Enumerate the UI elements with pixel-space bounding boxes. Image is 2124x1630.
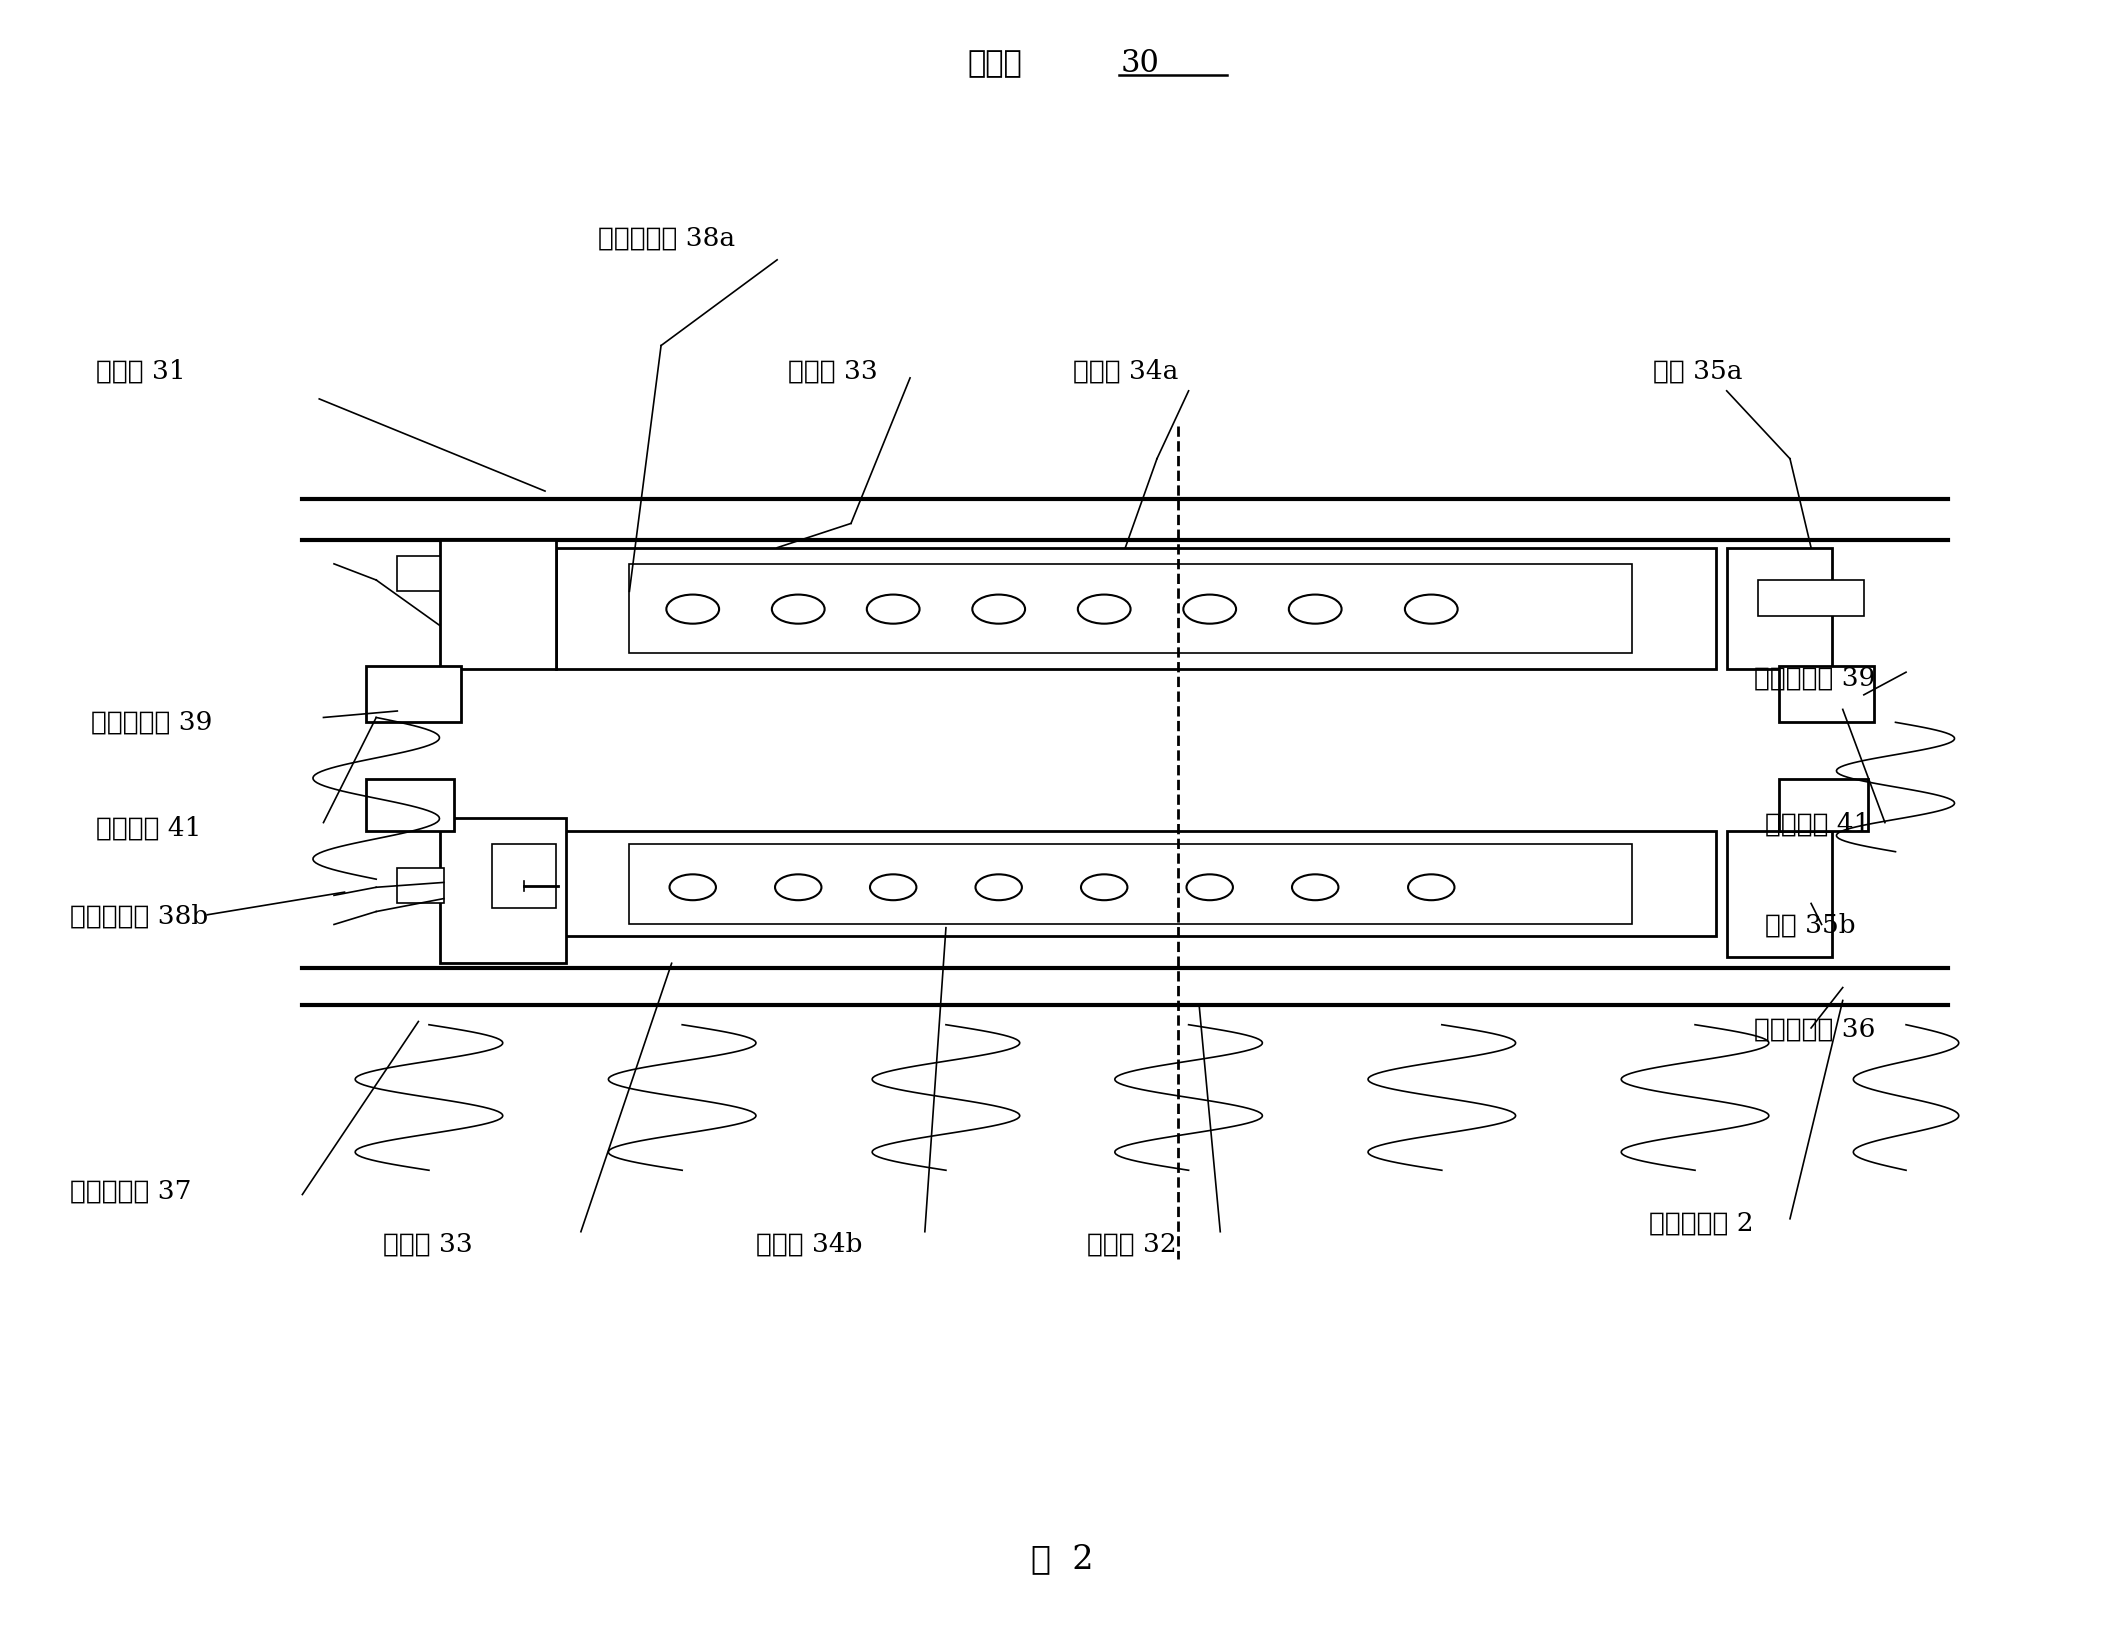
Ellipse shape [775,875,822,901]
Text: 调温板 34a: 调温板 34a [1073,359,1179,383]
Ellipse shape [1408,875,1455,901]
Bar [556,548,1716,670]
Text: 压模 35a: 压模 35a [1652,359,1742,383]
Text: 隔热板 33: 隔热板 33 [382,1231,472,1255]
Bar [1780,779,1869,831]
Text: 压制部: 压制部 [966,47,1022,78]
Ellipse shape [669,875,716,901]
Ellipse shape [1187,875,1232,901]
Bar [440,818,567,963]
Text: 气流喷嘴 41: 气流喷嘴 41 [1765,810,1869,836]
Ellipse shape [1404,595,1457,624]
Bar [365,779,455,831]
Bar [1727,548,1833,670]
Ellipse shape [975,875,1022,901]
Bar [1759,580,1865,616]
Bar [365,667,461,722]
Text: 调温板 34b: 调温板 34b [756,1231,862,1255]
Text: 温度传感器 38a: 温度传感器 38a [597,225,735,251]
Bar [440,540,556,670]
Text: 真空密封垫 39: 真空密封垫 39 [91,709,212,734]
Text: 30: 30 [1121,47,1160,78]
Text: 隔热板 33: 隔热板 33 [788,359,877,383]
Text: 真空抽吸口 37: 真空抽吸口 37 [70,1177,191,1203]
Bar [493,844,556,910]
Ellipse shape [1183,595,1236,624]
Text: 加工对象物 2: 加工对象物 2 [1648,1209,1752,1236]
Bar [556,831,1716,936]
Text: 大气开放口 36: 大气开放口 36 [1754,1015,1875,1042]
Ellipse shape [867,595,920,624]
Text: 压模 35b: 压模 35b [1765,913,1854,937]
Text: 图  2: 图 2 [1030,1542,1094,1575]
Text: 真空密封垫 39: 真空密封垫 39 [1754,665,1875,689]
Bar [1727,831,1833,957]
Text: 下框体 32: 下框体 32 [1087,1231,1177,1255]
Ellipse shape [973,595,1026,624]
Ellipse shape [1081,875,1128,901]
Ellipse shape [667,595,720,624]
Bar [397,869,444,905]
Bar [1780,667,1873,722]
Bar [629,844,1631,924]
Bar [397,556,440,592]
Text: 温度传感器 38b: 温度传感器 38b [70,903,208,927]
Ellipse shape [771,595,824,624]
Ellipse shape [871,875,915,901]
Ellipse shape [1077,595,1130,624]
Ellipse shape [1289,595,1342,624]
Ellipse shape [1291,875,1338,901]
Text: 上框体 31: 上框体 31 [96,359,185,383]
Text: 气流喷嘴 41: 气流喷嘴 41 [96,815,202,841]
Bar [629,564,1631,654]
